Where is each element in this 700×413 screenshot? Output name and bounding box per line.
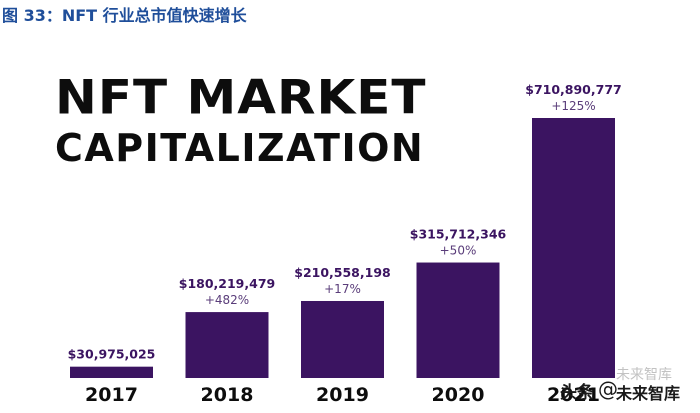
bar-2021 [532,118,615,378]
bar-2019 [301,300,384,378]
value-label-2018: $180,219,479 [179,276,275,291]
watermark: 未来智库 头条 @ 未来智库 [560,367,698,410]
growth-label-2021: +125% [551,99,595,113]
watermark-at-symbol: @ [598,377,618,401]
category-label-2017: 2017 [85,384,138,406]
bar-2017 [70,366,153,378]
watermark-text: 未来智库 [616,384,681,403]
category-label-2020: 2020 [432,384,485,406]
category-label-2019: 2019 [316,384,369,406]
value-label-2020: $315,712,346 [410,227,507,242]
growth-label-2020: +50% [440,244,477,258]
chart-title-line2: CAPITALIZATION [55,126,425,170]
figure-caption: 图 33：NFT 行业总市值快速增长 [2,6,247,25]
category-label-2021: 2021 [547,384,600,406]
growth-label-2019: +17% [324,282,361,296]
watermark-faint-text: 未来智库 [616,367,672,383]
bar-2018 [185,312,269,378]
category-label-2018: 2018 [201,384,254,406]
value-label-2021: $710,890,777 [525,82,621,97]
value-label-2017: $30,975,025 [68,347,156,362]
watermark-logo: 头条 [560,383,594,403]
chart-title-line1: NFT MARKET [55,70,427,126]
growth-label-2018: +482% [205,293,249,307]
value-label-2019: $210,558,198 [294,265,390,280]
bar-2020 [416,262,500,378]
